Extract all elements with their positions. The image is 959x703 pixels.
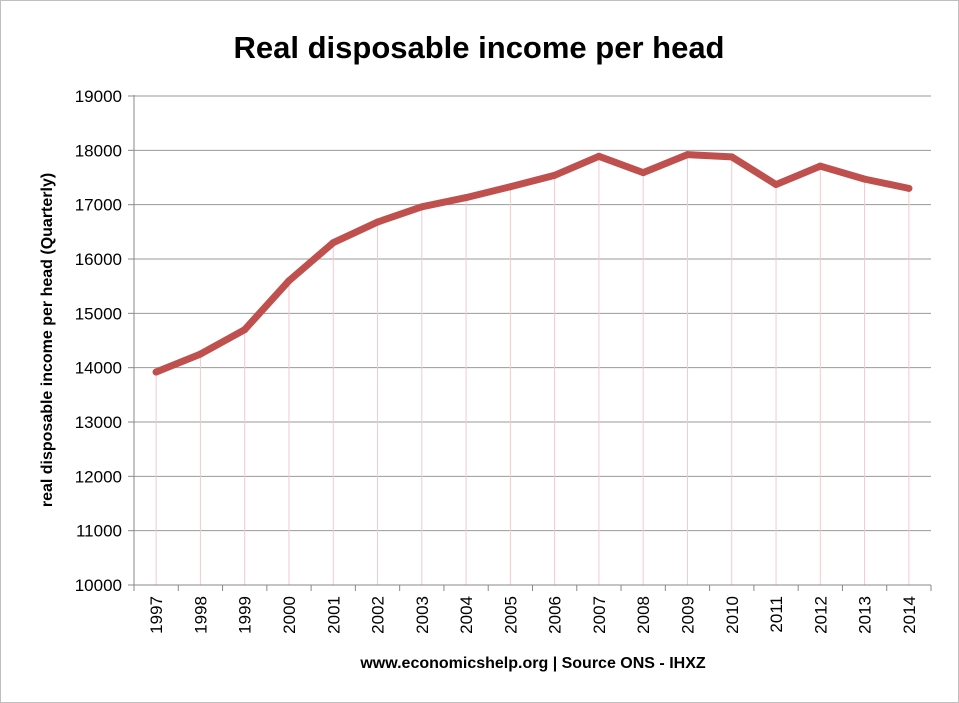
data-point-2014 (905, 184, 913, 192)
data-point-1997 (152, 368, 160, 376)
x-axis-label: www.economicshelp.org | Source ONS - IHX… (359, 655, 706, 672)
data-point-1998 (196, 350, 204, 358)
x-tick-label: 2002 (369, 596, 388, 634)
x-tick-label: 2013 (856, 596, 875, 634)
series-line (152, 151, 913, 376)
y-tick-label: 19000 (75, 87, 122, 106)
data-point-2011 (772, 181, 780, 189)
data-point-1999 (241, 326, 249, 334)
x-tick-label: 2007 (590, 596, 609, 634)
x-axis-ticks: 1997 1998 1999 2000 2001 2002 2003 2004 2005 2006… (133, 585, 932, 634)
data-point-2008 (639, 169, 647, 177)
data-point-2005 (506, 183, 514, 191)
x-tick-label: 2006 (546, 596, 565, 634)
data-point-2004 (462, 194, 470, 202)
series-layer (152, 151, 913, 376)
data-point-2007 (595, 152, 603, 160)
data-point-2013 (861, 175, 869, 183)
data-point-2003 (418, 203, 426, 211)
y-axis-ticks: 10000 11000 12000 13000 14000 15000 16000 17000… (75, 87, 134, 595)
data-point-2009 (683, 151, 691, 159)
y-tick-label: 10000 (75, 576, 122, 595)
x-tick-label: 2003 (413, 596, 432, 634)
data-point-2010 (728, 153, 736, 161)
x-tick-label: 1998 (191, 596, 210, 634)
y-tick-label: 15000 (75, 304, 122, 323)
data-point-2006 (551, 171, 559, 179)
x-tick-label: 2008 (634, 596, 653, 634)
y-tick-label: 18000 (75, 141, 122, 160)
y-tick-label: 17000 (75, 196, 122, 215)
x-tick-label: 2012 (811, 596, 830, 634)
x-tick-label: 2009 (678, 596, 697, 634)
x-tick-label: 2001 (324, 596, 343, 634)
data-point-2002 (374, 218, 382, 226)
chart-title: Real disposable income per head (234, 30, 725, 65)
data-point-2012 (816, 162, 824, 170)
x-tick-label: 2011 (767, 596, 786, 633)
y-axis-label: real disposable income per head (Quarter… (39, 173, 56, 507)
data-point-2001 (329, 239, 337, 247)
x-tick-label: 1997 (147, 596, 166, 634)
y-tick-label: 11000 (76, 522, 122, 541)
x-tick-label: 1999 (236, 596, 255, 634)
x-tick-label: 2000 (280, 596, 299, 634)
y-tick-label: 13000 (75, 413, 122, 432)
x-tick-label: 2010 (723, 596, 742, 634)
y-tick-label: 12000 (75, 467, 122, 486)
data-point-2000 (285, 277, 293, 285)
y-tick-label: 14000 (75, 359, 122, 378)
grid-lines (134, 95, 931, 532)
category-drop-lines (155, 154, 910, 585)
x-tick-label: 2005 (501, 596, 520, 634)
y-tick-label: 16000 (75, 250, 122, 269)
x-tick-label: 2004 (457, 596, 476, 634)
x-tick-label: 2014 (900, 596, 919, 634)
